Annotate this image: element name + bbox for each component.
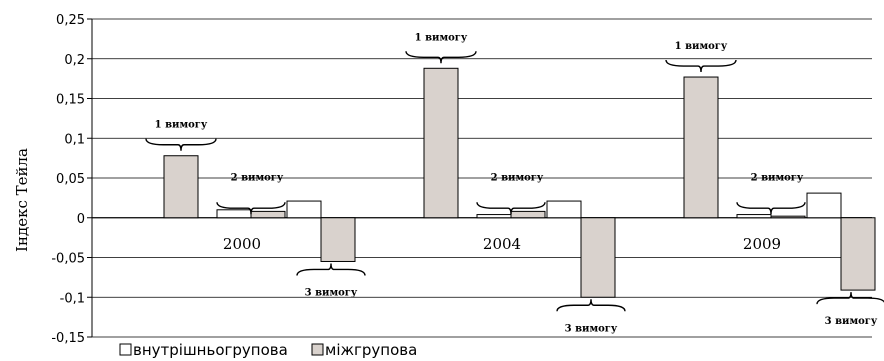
bar-between (580, 217, 616, 298)
annotation-label: 2 вимогу (231, 172, 284, 183)
annotation-label: 3 вимогу (565, 323, 618, 334)
bar-between (423, 67, 459, 219)
category-label: 2000 (223, 235, 261, 253)
legend-swatch-internal (119, 343, 132, 356)
annotation-brace (405, 51, 477, 64)
annotation-label: 1 вимогу (415, 32, 468, 43)
legend-label-internal: внутрішньогрупова (133, 341, 288, 359)
annotation-label: 1 вимогу (155, 120, 208, 131)
bar-internal (546, 200, 582, 219)
y-tick-label: -0,05 (51, 252, 85, 267)
bar-between (163, 155, 199, 219)
legend-label-between: міжгрупова (325, 341, 417, 359)
y-tick-label: 0,05 (56, 172, 85, 187)
bar-between (250, 210, 286, 219)
legend: внутрішньогрупова міжгрупова (119, 341, 417, 359)
y-axis-label: Індекс Тейла (13, 148, 31, 252)
category-label: 2004 (483, 235, 521, 253)
y-tick-label: -0,1 (60, 291, 85, 306)
bar-between (510, 210, 546, 219)
annotation-brace (736, 202, 806, 215)
y-tick-label: 0,1 (64, 132, 85, 147)
y-tick-label: 0,2 (64, 53, 85, 68)
annotation-label: 2 вимогу (751, 172, 804, 183)
bar-between (840, 217, 876, 291)
y-tick-label: 0,25 (56, 13, 85, 28)
bar-internal (476, 214, 512, 219)
annotation-label: 3 вимогу (305, 287, 358, 298)
bar-between (683, 76, 719, 219)
bar-internal (736, 214, 772, 219)
annotation-brace (216, 202, 286, 215)
bar-internal (286, 200, 322, 219)
annotation-brace (476, 202, 546, 215)
annotation-label: 1 вимогу (675, 41, 728, 52)
annotation-brace (665, 59, 737, 73)
annotation-brace (145, 138, 217, 151)
bar-internal (806, 192, 842, 219)
axes: 0,25 0,2 0,15 0,1 0,05 0 -0,05 -0,1 -0,15 2000 200… (51, 13, 781, 346)
category-label: 2009 (743, 235, 781, 253)
annotation-label: 3 вимогу (825, 316, 878, 327)
annotations: 1 вимогу 2 вимогу 3 вимогу 1 вимогу 2 вимогу… (145, 32, 884, 334)
y-tick-label: 0,15 (56, 93, 85, 108)
annotation-brace (296, 263, 366, 276)
annotation-brace (816, 292, 884, 305)
bar-internal (216, 209, 252, 219)
bars (163, 67, 876, 298)
y-tick-label: -0,15 (51, 331, 85, 346)
annotation-brace (556, 299, 626, 312)
legend-swatch-between (311, 343, 324, 356)
y-tick-label: 0 (77, 212, 85, 227)
bar-between (770, 215, 806, 219)
bar-between (320, 217, 356, 262)
annotation-label: 2 вимогу (491, 172, 544, 183)
